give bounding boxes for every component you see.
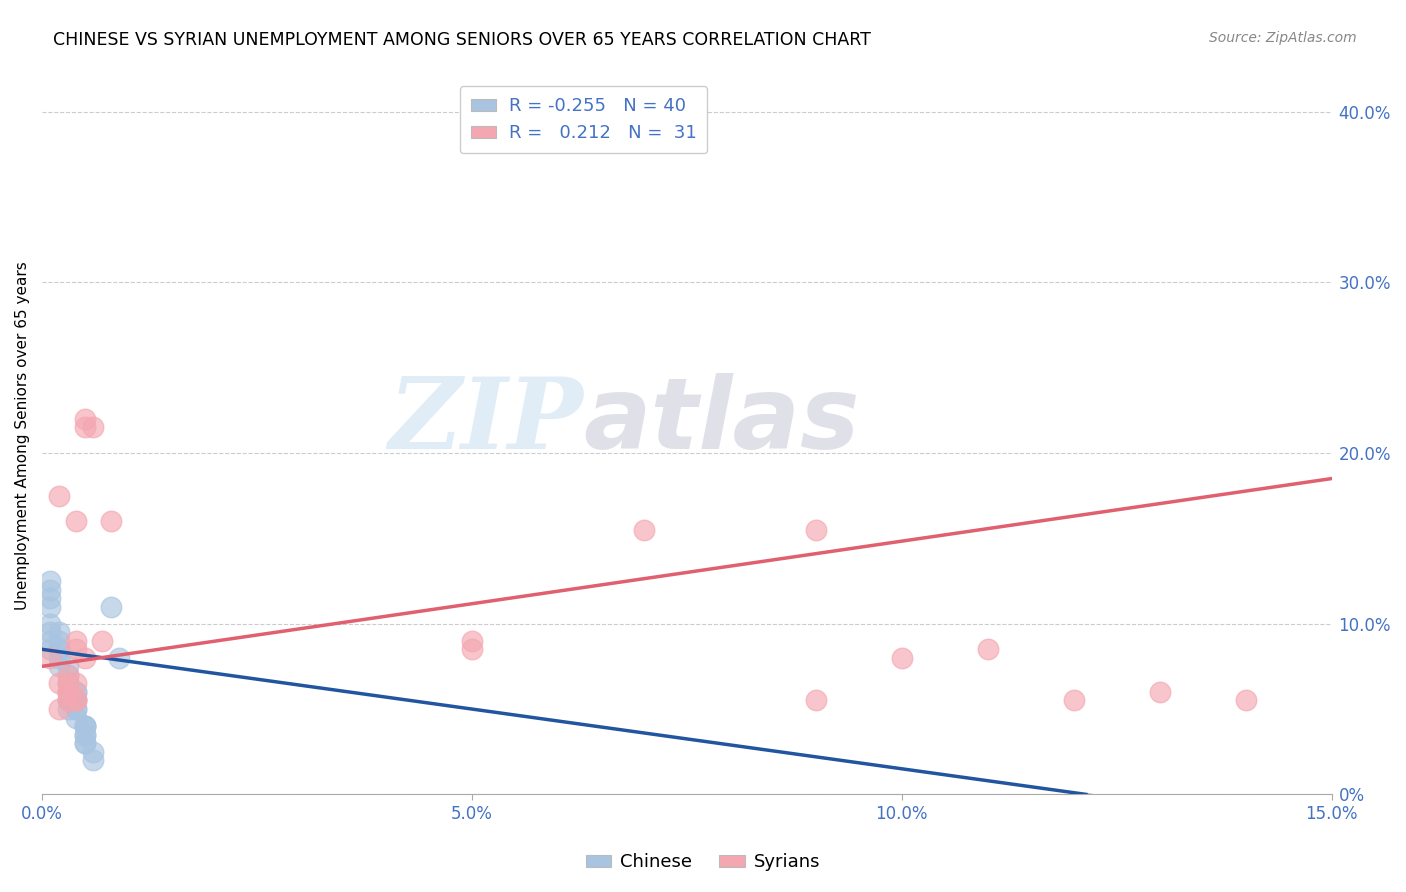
Text: atlas: atlas [583, 373, 860, 470]
Point [65, 702, 87, 716]
Point [56, 685, 79, 699]
Point [73, 412, 96, 426]
Point [82, 753, 104, 767]
Point [39, 616, 62, 631]
Point [48, 676, 70, 690]
Point [73, 719, 96, 733]
Point [65, 685, 87, 699]
Point [56, 693, 79, 707]
Point [56, 693, 79, 707]
Point [73, 736, 96, 750]
Point [39, 633, 62, 648]
Point [56, 685, 79, 699]
Point [56, 676, 79, 690]
Point [48, 650, 70, 665]
Point [73, 719, 96, 733]
Point [1234, 693, 1257, 707]
Point [461, 633, 484, 648]
Point [65, 693, 87, 707]
Point [65, 693, 87, 707]
Point [100, 599, 122, 614]
Point [65, 633, 87, 648]
Point [73, 650, 96, 665]
Point [56, 702, 79, 716]
Point [48, 633, 70, 648]
Point [39, 625, 62, 640]
Point [65, 514, 87, 528]
Point [48, 702, 70, 716]
Point [48, 489, 70, 503]
Text: CHINESE VS SYRIAN UNEMPLOYMENT AMONG SENIORS OVER 65 YEARS CORRELATION CHART: CHINESE VS SYRIAN UNEMPLOYMENT AMONG SEN… [53, 31, 872, 49]
Point [73, 728, 96, 742]
Point [56, 676, 79, 690]
Point [65, 693, 87, 707]
Point [48, 659, 70, 673]
Point [56, 676, 79, 690]
Legend: R = -0.255   N = 40, R =   0.212   N =  31: R = -0.255 N = 40, R = 0.212 N = 31 [460, 87, 707, 153]
Point [39, 591, 62, 605]
Point [39, 582, 62, 597]
Point [65, 710, 87, 724]
Point [108, 650, 131, 665]
Point [82, 420, 104, 434]
Point [56, 685, 79, 699]
Point [39, 599, 62, 614]
Point [39, 574, 62, 588]
Text: Source: ZipAtlas.com: Source: ZipAtlas.com [1209, 31, 1357, 45]
Text: ZIP: ZIP [388, 374, 583, 470]
Point [91, 633, 114, 648]
Point [39, 642, 62, 657]
Point [48, 625, 70, 640]
Point [804, 693, 827, 707]
Y-axis label: Unemployment Among Seniors over 65 years: Unemployment Among Seniors over 65 years [15, 261, 30, 610]
Point [73, 736, 96, 750]
Legend: Chinese, Syrians: Chinese, Syrians [579, 847, 827, 879]
Point [890, 650, 912, 665]
Point [73, 719, 96, 733]
Point [100, 514, 122, 528]
Point [56, 668, 79, 682]
Point [56, 659, 79, 673]
Point [56, 668, 79, 682]
Point [976, 642, 998, 657]
Point [65, 676, 87, 690]
Point [82, 745, 104, 759]
Point [48, 642, 70, 657]
Point [56, 693, 79, 707]
Point [65, 642, 87, 657]
Point [461, 642, 484, 657]
Point [633, 523, 655, 537]
Point [65, 685, 87, 699]
Point [39, 650, 62, 665]
Point [1063, 693, 1085, 707]
Point [48, 642, 70, 657]
Point [73, 728, 96, 742]
Point [1149, 685, 1171, 699]
Point [73, 420, 96, 434]
Point [56, 685, 79, 699]
Point [65, 702, 87, 716]
Point [804, 523, 827, 537]
